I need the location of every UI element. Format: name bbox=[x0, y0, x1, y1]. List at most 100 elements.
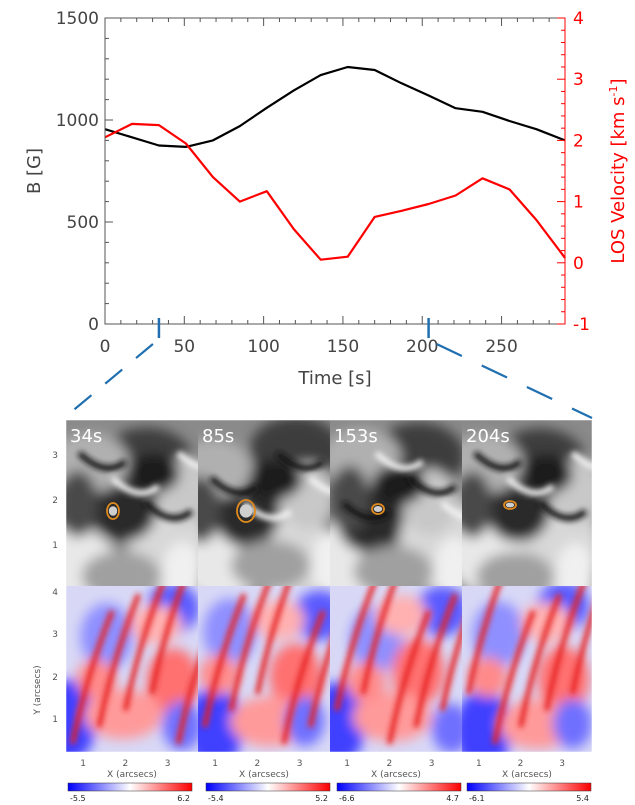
intensity-blob bbox=[434, 537, 462, 586]
y-tick-label: 1500 bbox=[56, 9, 99, 29]
intensity-blob bbox=[231, 540, 311, 586]
intensity-filament bbox=[341, 500, 392, 521]
intensity-blob bbox=[311, 531, 330, 586]
velocity-lane bbox=[96, 593, 141, 728]
intensity-filaments bbox=[472, 450, 592, 521]
contour-outline bbox=[106, 502, 120, 520]
y2-axis-label-close: ] bbox=[608, 78, 629, 85]
velocity-lane bbox=[307, 641, 330, 728]
magnetic-field-line bbox=[104, 65, 566, 148]
intensity-blob bbox=[462, 471, 492, 538]
velocity-filaments bbox=[202, 586, 330, 745]
panel-x-tick-label: 2 bbox=[123, 759, 129, 769]
velocity-blob bbox=[462, 689, 512, 752]
y2-axis-label-sup: -1 bbox=[607, 85, 620, 96]
contour-outline bbox=[371, 503, 385, 515]
panel-time-label: 34s bbox=[70, 426, 102, 447]
velocity-lane bbox=[175, 658, 198, 745]
y2-tick-label: 0 bbox=[573, 254, 584, 274]
y2-tick-label: 4 bbox=[573, 9, 584, 29]
y-tick-label: 0 bbox=[88, 315, 99, 335]
panel-x-tick-label: 3 bbox=[165, 759, 171, 769]
x-tick-label: 150 bbox=[327, 337, 359, 357]
panel-x-tick-label: 3 bbox=[559, 759, 565, 769]
y2-axis-label-main: LOS Velocity [km s bbox=[608, 96, 629, 263]
velocity-panel bbox=[198, 586, 330, 752]
velocity-lane bbox=[228, 586, 271, 711]
panel-time-label: 204s bbox=[466, 426, 510, 447]
intensity-filament bbox=[374, 450, 425, 472]
velocity-lane bbox=[518, 593, 562, 728]
velocity-lane bbox=[386, 609, 432, 745]
intensity-panel bbox=[66, 420, 198, 586]
colorbar-min-label: -6.1 bbox=[469, 794, 485, 803]
intensity-filament bbox=[143, 500, 194, 521]
velocity-filaments bbox=[466, 586, 592, 745]
panel-y-tick-label: 2 bbox=[52, 496, 58, 506]
intensity-panel bbox=[462, 420, 592, 586]
intensity-blob bbox=[126, 453, 180, 494]
intensity-blob bbox=[330, 465, 370, 533]
x-tick-label: 50 bbox=[173, 337, 195, 357]
los-velocity-line bbox=[104, 122, 566, 261]
velocity-lane bbox=[544, 586, 585, 711]
panel-y-axis-label: Y (arcsecs) bbox=[33, 665, 43, 715]
velocity-lane bbox=[281, 609, 326, 745]
panel-x-axis-label: X (arcsecs) bbox=[239, 770, 289, 780]
panel-x-tick-label: 3 bbox=[429, 759, 435, 769]
velocity-lane bbox=[122, 586, 165, 711]
panel-x-tick-label: 1 bbox=[344, 759, 350, 769]
velocity-lane bbox=[466, 586, 501, 695]
intensity-blob bbox=[372, 464, 426, 505]
velocity-blob bbox=[415, 586, 462, 636]
intensity-filaments bbox=[77, 450, 198, 521]
zoom-connector-left bbox=[63, 343, 154, 419]
panel-x-tick-label: 3 bbox=[297, 759, 303, 769]
panel-x-axis-label: X (arcsecs) bbox=[107, 770, 157, 780]
colorbar-min-label: -6.6 bbox=[339, 794, 355, 803]
y2-tick-label: 3 bbox=[573, 70, 584, 90]
velocity-filaments bbox=[70, 586, 198, 745]
panel-y-tick-label: 4 bbox=[52, 588, 58, 598]
intensity-filament bbox=[275, 450, 326, 472]
velocity-blob bbox=[553, 698, 592, 749]
y-ticks: 0 500 1000 1500 bbox=[56, 9, 113, 335]
y2-tick-label: -1 bbox=[573, 315, 590, 335]
panel-y-tick-label: 3 bbox=[52, 630, 58, 640]
x-axis-label: Time [s] bbox=[297, 368, 371, 389]
colorbar bbox=[205, 782, 331, 792]
panel-x-axis-label: X (arcsecs) bbox=[502, 770, 552, 780]
intensity-filament bbox=[537, 500, 588, 521]
velocity-blob bbox=[468, 657, 508, 698]
velocity-lane bbox=[202, 593, 247, 728]
velocity-panel bbox=[330, 586, 462, 752]
intensity-texture bbox=[198, 420, 330, 586]
intensity-blob bbox=[66, 470, 98, 538]
y-axis-label: B [G] bbox=[24, 148, 45, 194]
x-tick-label: 200 bbox=[406, 337, 438, 357]
line-chart: 0 50 100 150 200 250 0 500 1000 1500 -1 0 1 2 3 4 Tim… bbox=[24, 9, 629, 389]
intensity-blob bbox=[198, 476, 221, 543]
y2-axis-label: LOS Velocity [km s-1] bbox=[607, 78, 629, 263]
y2-tick-label: 1 bbox=[573, 193, 584, 213]
velocity-lane bbox=[149, 586, 185, 695]
colorbar-min-label: -5.4 bbox=[208, 794, 224, 803]
colorbar bbox=[336, 782, 462, 792]
intensity-blob bbox=[353, 546, 433, 586]
velocity-lane bbox=[360, 586, 396, 695]
intensity-texture bbox=[462, 428, 592, 586]
intensity-panel bbox=[198, 420, 330, 586]
intensity-blob bbox=[249, 459, 303, 499]
intensity-blob bbox=[476, 551, 555, 586]
intensity-filament bbox=[570, 450, 592, 470]
colorbar bbox=[67, 782, 193, 792]
colorbar-max-label: 6.2 bbox=[177, 794, 190, 803]
velocity-blob bbox=[269, 643, 323, 710]
panel-x-tick-label: 2 bbox=[387, 759, 393, 769]
panel-time-label: 153s bbox=[334, 426, 378, 447]
panel-grid-frame bbox=[65, 419, 593, 753]
y-tick-label: 1000 bbox=[56, 111, 99, 131]
velocity-filaments bbox=[334, 586, 462, 745]
intensity-filament bbox=[440, 500, 462, 520]
